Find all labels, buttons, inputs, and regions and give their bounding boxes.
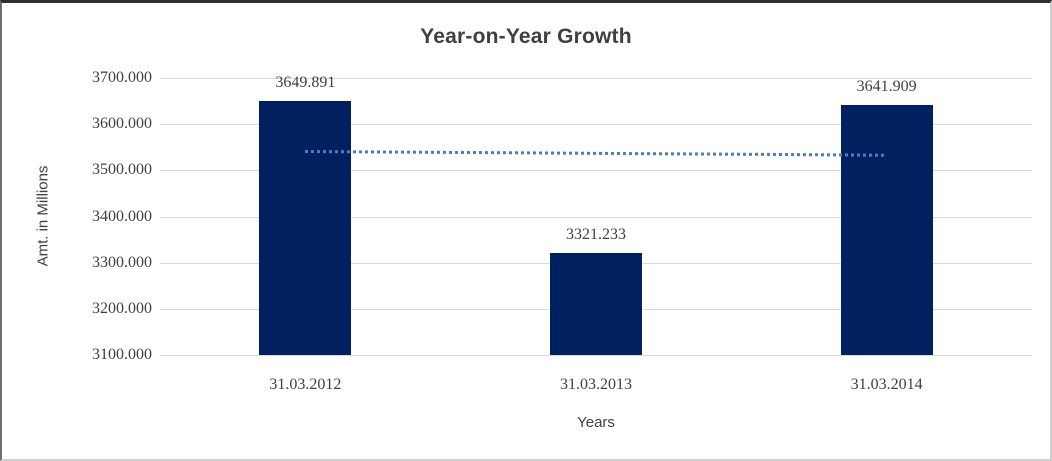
trendline — [305, 149, 887, 157]
y-axis-tick-label: 3100.000 — [92, 346, 152, 363]
bar-31.03.2014 — [840, 104, 933, 355]
y-axis-tick-label: 3700.000 — [92, 69, 152, 86]
y-axis-tick-label: 3400.000 — [92, 207, 152, 225]
y-axis-tick-label: 3200.000 — [92, 299, 152, 317]
gridline — [160, 78, 1032, 79]
bar-31.03.2013 — [550, 252, 642, 355]
chart-title: Year-on-Year Growth — [420, 25, 632, 48]
y-axis-tick-label: 3500.000 — [92, 161, 152, 179]
x-axis-title: Years — [577, 414, 615, 431]
x-axis-tick-label: 31.03.2013 — [560, 376, 632, 393]
y-axis-tick-label: 3300.000 — [92, 253, 152, 271]
x-axis-tick-label: 31.03.2012 — [269, 376, 342, 393]
bar-data-label: 3641.909 — [856, 77, 917, 95]
gridline — [160, 170, 1032, 172]
bar-data-label: 3321.233 — [566, 225, 626, 243]
plot-area — [160, 78, 1032, 356]
gridline — [160, 124, 1032, 126]
bar-data-label: 3649.891 — [275, 74, 336, 92]
gridline — [160, 216, 1032, 218]
x-axis-tick-label: 31.03.2014 — [850, 376, 923, 393]
gridline — [160, 355, 1032, 356]
bar-31.03.2012 — [259, 101, 352, 355]
y-axis-tick-label: 3600.000 — [92, 115, 152, 133]
